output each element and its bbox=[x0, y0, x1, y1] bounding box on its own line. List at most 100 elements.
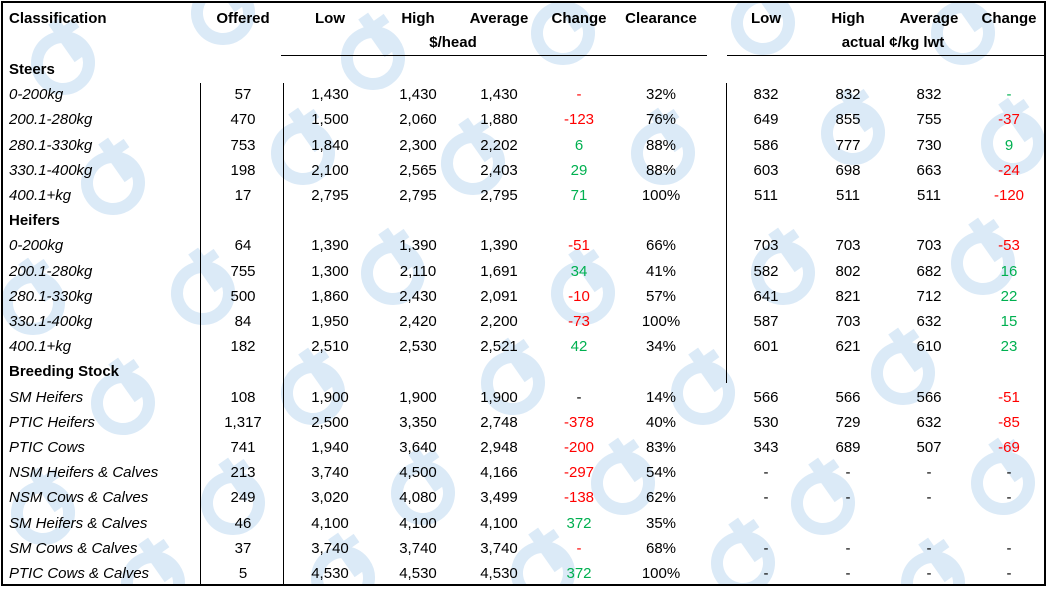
clearance-cell: 40% bbox=[645, 413, 677, 431]
kg-low-cell: 582 bbox=[753, 262, 779, 280]
row-label: NSM Cows & Calves bbox=[9, 489, 149, 507]
kg-high-cell: 821 bbox=[835, 287, 861, 305]
kg-high-cell bbox=[813, 514, 883, 534]
kg-low-cell: 587 bbox=[753, 313, 779, 330]
row-label: PTIC Cows & Calves bbox=[9, 565, 150, 582]
row-label: 200.1-280kg bbox=[9, 262, 93, 280]
average-cell: 1,390 bbox=[480, 237, 518, 255]
clearance-cell: 76% bbox=[645, 111, 677, 129]
low-cell: 3,740 bbox=[311, 464, 349, 482]
kg-average-cell: 632 bbox=[916, 413, 942, 431]
offered-cell: 755 bbox=[230, 262, 256, 280]
clearance-cell: 32% bbox=[645, 86, 677, 104]
kg-high-cell: 698 bbox=[835, 161, 861, 179]
unit-head-rule bbox=[281, 55, 707, 56]
high-cell: 1,430 bbox=[399, 86, 437, 104]
change-cell: -10 bbox=[568, 287, 590, 305]
high-cell: 1,900 bbox=[399, 388, 437, 406]
high-cell: 2,565 bbox=[399, 161, 437, 179]
kg-divider bbox=[726, 83, 727, 383]
offered-cell: 37 bbox=[234, 539, 252, 557]
average-cell: 2,200 bbox=[480, 313, 518, 330]
kg-high-cell: 729 bbox=[835, 413, 861, 431]
kg-low-cell: 530 bbox=[753, 413, 779, 431]
kg-low-cell: 703 bbox=[753, 237, 779, 255]
kg-change-cell: - bbox=[1006, 539, 1012, 557]
offered-cell: 470 bbox=[230, 111, 256, 129]
high-cell: 4,500 bbox=[399, 464, 437, 482]
row-label: 330.1-400kg bbox=[9, 313, 93, 330]
header-offered: Offered bbox=[216, 10, 270, 27]
offered-divider bbox=[200, 83, 201, 584]
kg-high-cell: - bbox=[845, 539, 851, 557]
kg-change-cell: - bbox=[1006, 464, 1012, 482]
kg-high-cell: 802 bbox=[835, 262, 861, 280]
clearance-cell: 100% bbox=[641, 565, 681, 582]
kg-low-cell: 603 bbox=[753, 161, 779, 179]
kg-high-cell: 855 bbox=[835, 111, 861, 129]
kg-average-cell: 755 bbox=[916, 111, 942, 129]
offered-divider-right bbox=[283, 83, 284, 584]
change-cell: -138 bbox=[563, 489, 595, 507]
kg-average-cell: 663 bbox=[916, 161, 942, 179]
offered-cell: 84 bbox=[234, 313, 252, 330]
kg-change-cell: - bbox=[1006, 86, 1012, 104]
row-label: 0-200kg bbox=[9, 237, 64, 255]
high-cell: 3,640 bbox=[399, 439, 437, 456]
kg-high-cell: 703 bbox=[835, 313, 861, 330]
clearance-cell: 41% bbox=[645, 262, 677, 280]
kg-low-cell: 343 bbox=[753, 439, 779, 456]
high-cell: 4,080 bbox=[399, 489, 437, 507]
kg-average-cell: - bbox=[926, 565, 932, 582]
kg-change-cell: 23 bbox=[1000, 338, 1018, 356]
unit-head-label: $/head bbox=[429, 34, 477, 51]
kg-high-cell: - bbox=[845, 489, 851, 507]
high-cell: 2,300 bbox=[399, 136, 437, 154]
change-cell: 34 bbox=[570, 262, 588, 280]
low-cell: 1,390 bbox=[311, 237, 349, 255]
row-label: PTIC Cows bbox=[9, 439, 85, 456]
average-cell: 4,100 bbox=[480, 514, 518, 532]
kg-average-cell: - bbox=[926, 464, 932, 482]
kg-high-cell: 703 bbox=[835, 237, 861, 255]
clearance-cell: 62% bbox=[645, 489, 677, 507]
kg-average-cell: 610 bbox=[916, 338, 942, 356]
clearance-cell: 88% bbox=[645, 161, 677, 179]
low-cell: 1,840 bbox=[311, 136, 349, 154]
average-cell: 1,880 bbox=[480, 111, 518, 129]
kg-low-cell: 586 bbox=[753, 136, 779, 154]
header-classification: Classification bbox=[9, 10, 107, 27]
kg-change-cell: -120 bbox=[993, 187, 1025, 204]
kg-average-cell: 832 bbox=[916, 86, 942, 104]
kg-average-cell: 566 bbox=[916, 388, 942, 406]
kg-change-cell: -53 bbox=[998, 237, 1020, 255]
low-cell: 1,900 bbox=[311, 388, 349, 406]
row-label: 330.1-400kg bbox=[9, 161, 93, 179]
high-cell: 3,740 bbox=[399, 539, 437, 557]
kg-average-cell: 511 bbox=[917, 187, 941, 204]
change-cell: 6 bbox=[574, 136, 584, 154]
low-cell: 1,430 bbox=[311, 86, 349, 104]
average-cell: 3,740 bbox=[480, 539, 518, 557]
row-label: NSM Heifers & Calves bbox=[9, 464, 159, 482]
row-label: 0-200kg bbox=[9, 86, 64, 104]
average-cell: 4,166 bbox=[480, 464, 518, 482]
average-cell: 2,091 bbox=[480, 287, 518, 305]
high-cell: 4,100 bbox=[399, 514, 437, 532]
change-cell: -200 bbox=[563, 439, 595, 456]
row-label: SM Cows & Calves bbox=[9, 539, 138, 557]
header-high: High bbox=[401, 10, 435, 27]
offered-cell: 198 bbox=[230, 161, 256, 179]
change-cell: -51 bbox=[568, 237, 590, 255]
header-change-kg: Change bbox=[981, 10, 1037, 27]
kg-average-cell: 730 bbox=[916, 136, 942, 154]
offered-cell: 249 bbox=[230, 489, 256, 507]
low-cell: 1,860 bbox=[311, 287, 349, 305]
kg-low-cell: 601 bbox=[753, 338, 779, 356]
kg-high-cell: 621 bbox=[835, 338, 861, 356]
average-cell: 1,900 bbox=[480, 388, 518, 406]
kg-average-cell: 507 bbox=[916, 439, 942, 456]
kg-high-cell: 566 bbox=[835, 388, 861, 406]
clearance-cell: 14% bbox=[645, 388, 677, 406]
